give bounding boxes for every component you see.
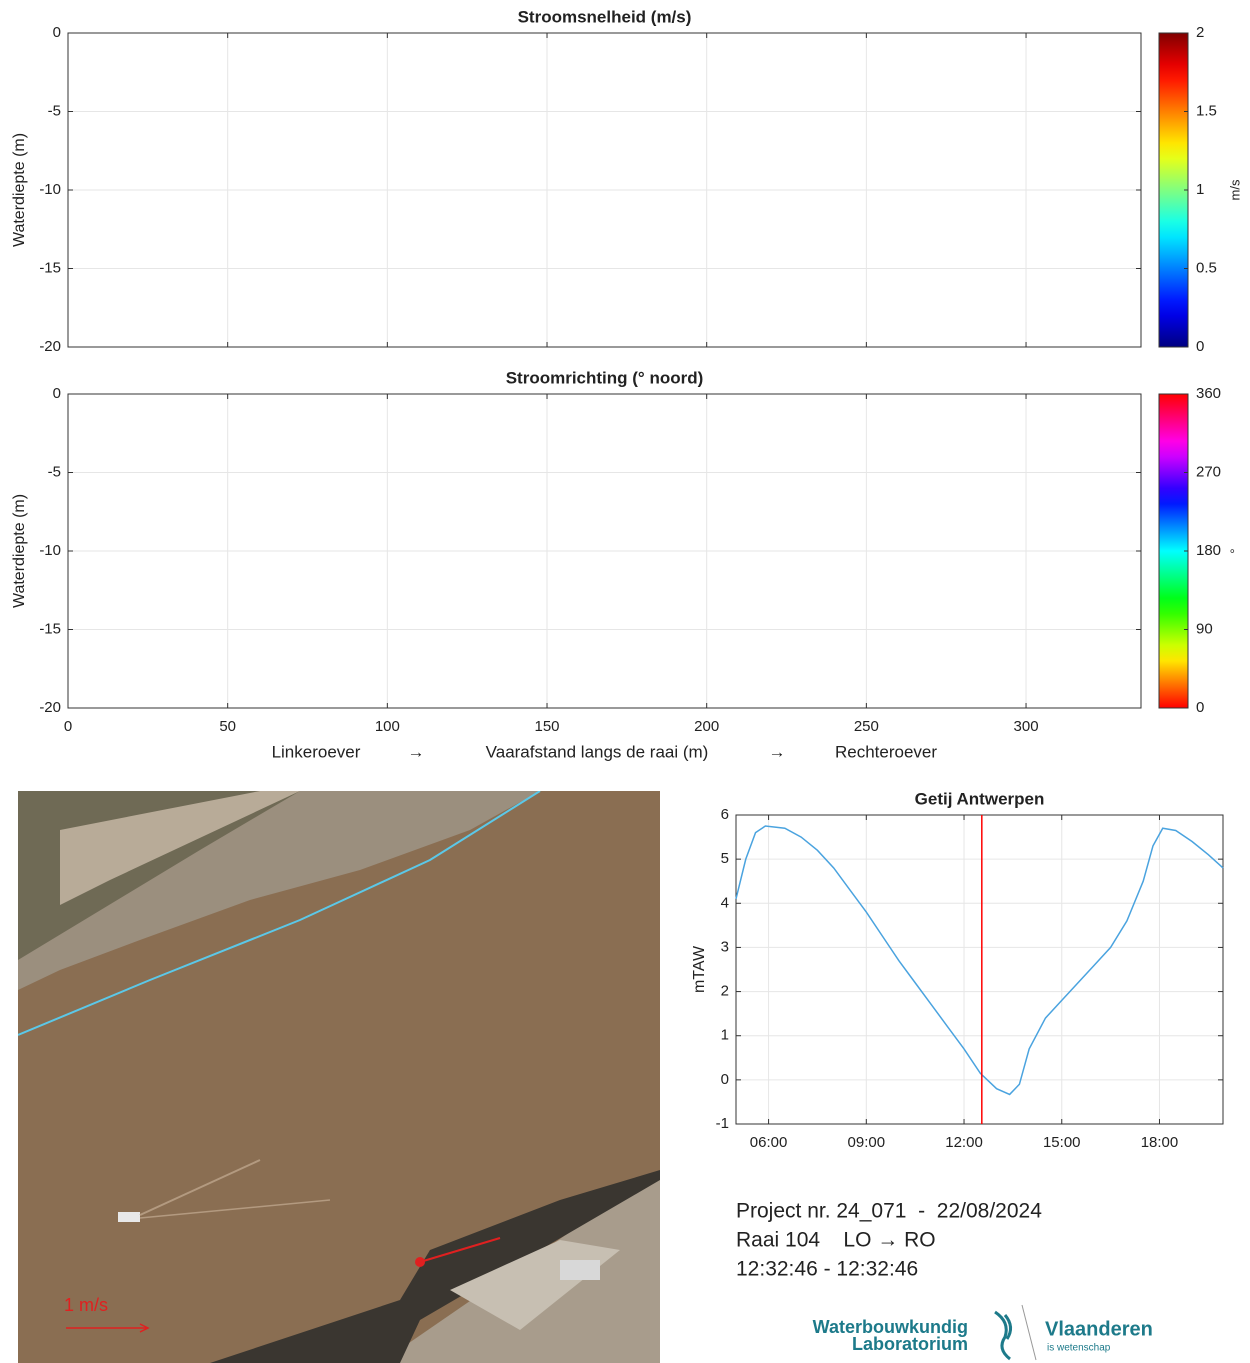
y-axis-label: mTAW <box>691 945 708 993</box>
y-tick-label: -15 <box>39 259 61 276</box>
y-tick-label: -10 <box>39 542 61 559</box>
x-tick-label: 300 <box>1014 718 1039 735</box>
logos: Waterbouwkundig Laboratorium Vlaanderen … <box>813 1304 1153 1361</box>
y-tick-label: 0 <box>721 1071 729 1088</box>
x-tick-label: 0 <box>64 718 72 735</box>
x-axis-label: Linkeroever <box>272 742 361 761</box>
colorbar-tick-label: 0 <box>1196 338 1204 355</box>
x-axis-label: → <box>769 742 786 761</box>
logo-text: is wetenschap <box>1047 1343 1111 1354</box>
y-tick-label: -1 <box>716 1115 729 1132</box>
x-tick-label: 15:00 <box>1043 1134 1081 1151</box>
colorbar-tick-label: 180 <box>1196 542 1221 559</box>
x-axis-label: → <box>408 742 425 761</box>
y-tick-label: 0 <box>53 24 61 41</box>
y-tick-label: -15 <box>39 620 61 637</box>
info-line: Raai 104 LO → RO <box>736 1229 936 1252</box>
y-tick-label: -5 <box>48 463 61 480</box>
colorbar-tick-label: 90 <box>1196 620 1213 637</box>
colorbar-tick-label: 1 <box>1196 181 1204 198</box>
x-axis-label: Rechteroever <box>835 742 937 761</box>
x-tick-label: 200 <box>694 718 719 735</box>
plot-frame <box>67 393 1142 709</box>
logo-text: Vlaanderen <box>1045 1318 1153 1340</box>
x-tick-label: 50 <box>219 718 236 735</box>
chart-title: Stroomsnelheid (m/s) <box>518 7 692 26</box>
info-line: Project nr. 24_071 - 22/08/2024 <box>736 1200 1042 1223</box>
y-tick-label: 2 <box>721 983 729 1000</box>
x-tick-label: 09:00 <box>848 1134 886 1151</box>
x-tick-label: 250 <box>854 718 879 735</box>
chart-title: Stroomrichting (° noord) <box>506 368 704 387</box>
tide-line <box>735 825 1224 1096</box>
colorbar-label: ° <box>1227 548 1242 553</box>
aerial-photo: 1 m/s <box>18 791 660 1363</box>
colorbar-tick-label: 2 <box>1196 24 1204 41</box>
y-tick-label: 3 <box>721 938 729 955</box>
x-tick-label: 06:00 <box>750 1134 788 1151</box>
y-tick-label: 6 <box>721 806 729 823</box>
colorbar-tick-label: 0.5 <box>1196 259 1217 276</box>
info-line: 12:32:46 - 12:32:46 <box>736 1258 918 1281</box>
y-tick-label: -10 <box>39 181 61 198</box>
scale-label: 1 m/s <box>64 1295 108 1315</box>
colorbar-tick-label: 0 <box>1196 699 1204 716</box>
y-tick-label: 4 <box>721 894 729 911</box>
y-axis-label: Waterdiepte (m) <box>11 133 28 247</box>
y-tick-label: -20 <box>39 338 61 355</box>
plot-frame <box>67 32 1142 348</box>
colorbar-tick-label: 1.5 <box>1196 102 1217 119</box>
y-tick-label: 1 <box>721 1027 729 1044</box>
logo-text: Laboratorium <box>852 1334 968 1354</box>
y-tick-label: 5 <box>721 850 729 867</box>
x-tick-label: 18:00 <box>1141 1134 1179 1151</box>
chart-title: Getij Antwerpen <box>915 789 1045 808</box>
logo-text: Waterbouwkundig <box>813 1317 968 1337</box>
y-tick-label: -5 <box>48 102 61 119</box>
x-tick-label: 12:00 <box>945 1134 983 1151</box>
x-tick-label: 100 <box>375 718 400 735</box>
y-tick-label: 0 <box>53 385 61 402</box>
y-axis-label: Waterdiepte (m) <box>11 494 28 608</box>
colorbar-label: m/s <box>1227 179 1242 200</box>
x-axis-label: Vaarafstand langs de raai (m) <box>486 742 709 761</box>
plot-area <box>736 815 1223 1124</box>
colorbar-tick-label: 270 <box>1196 463 1221 480</box>
colorbar-tick-label: 360 <box>1196 385 1221 402</box>
colorbar <box>1158 32 1189 348</box>
colorbar <box>1158 393 1189 709</box>
info-block: Project nr. 24_071 - 22/08/2024 Raai 104… <box>736 1200 1042 1281</box>
y-tick-label: -20 <box>39 699 61 716</box>
logo-icon <box>994 1310 1012 1361</box>
x-tick-label: 150 <box>535 718 560 735</box>
plot-frame <box>735 814 1224 1125</box>
logo-divider <box>1021 1304 1037 1361</box>
